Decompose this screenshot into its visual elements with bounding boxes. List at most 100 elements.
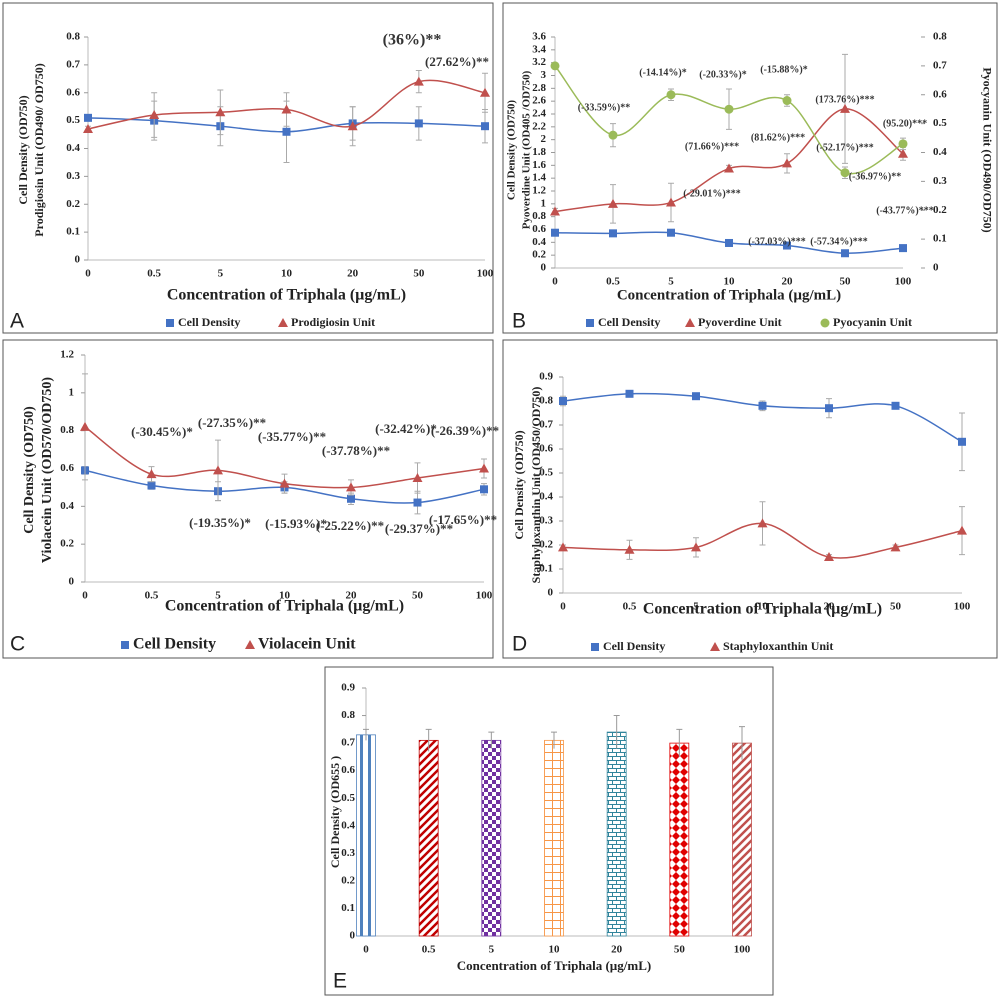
- bar: [418, 739, 439, 937]
- y-tick-label: 0.7: [539, 419, 553, 431]
- y-tick-label: 0: [69, 576, 75, 588]
- y-tick-label: 0.8: [66, 31, 80, 43]
- y-axis-title: Cell Density (OD750): [512, 430, 526, 539]
- annotation: (-32.42%)*: [375, 421, 437, 436]
- y-tick-label: 2.8: [532, 82, 546, 94]
- y-tick-label: 0.6: [341, 764, 355, 776]
- legend-label: Staphyloxanthin Unit: [723, 639, 833, 653]
- y-tick-label: 0.2: [60, 538, 74, 550]
- point: [724, 104, 734, 114]
- annotation: (-17.65%)**: [429, 512, 497, 527]
- y-tick-label: 0: [541, 262, 547, 274]
- x-tick-label: 10: [281, 268, 293, 280]
- legend-marker: [586, 319, 594, 327]
- point: [480, 485, 488, 494]
- y-axis-title: Cell Density (OD750): [16, 95, 30, 204]
- y-tick-label: 0.1: [66, 226, 80, 238]
- bar: [356, 734, 376, 937]
- point: [83, 123, 93, 133]
- y-tick-label: 2.2: [532, 120, 546, 132]
- panel-frame: [324, 666, 774, 996]
- legend-label: Cell Density: [178, 315, 240, 329]
- point: [84, 113, 92, 122]
- point: [958, 437, 966, 446]
- x-tick-label: 10: [757, 601, 769, 613]
- annotation: (-19.35%)*: [189, 515, 251, 530]
- y-tick-label: 0.4: [66, 142, 80, 154]
- error-bar: [488, 731, 495, 749]
- point: [624, 544, 635, 554]
- y-tick-label: 0.8: [532, 210, 546, 222]
- point: [347, 494, 355, 503]
- point: [783, 241, 791, 250]
- x-tick-label: 0: [82, 590, 88, 602]
- y-tick-label: 0: [548, 587, 554, 599]
- x-tick-label: 50: [890, 601, 902, 613]
- point: [625, 389, 634, 398]
- legend-label: Cell Density: [603, 639, 665, 653]
- x-tick-label: 100: [476, 590, 493, 602]
- y-tick-label: 0.3: [539, 515, 553, 527]
- annotation: (-15.88%)*: [760, 64, 808, 75]
- point: [840, 168, 850, 178]
- annotation: (71.66%)***: [685, 141, 739, 152]
- y2-tick-label: 0.8: [933, 31, 947, 43]
- point: [841, 249, 849, 258]
- panel-frame: [502, 2, 998, 334]
- point: [691, 542, 701, 552]
- x-tick-label: 20: [346, 590, 358, 602]
- x-axis-title: Concentration of Triphala (µg/mL): [165, 598, 404, 615]
- y-tick-label: 0.6: [60, 462, 74, 474]
- point: [412, 472, 423, 482]
- point: [891, 401, 900, 410]
- error-bar: [739, 726, 745, 760]
- x-tick-label: 50: [413, 268, 425, 280]
- annotation: (-27.35%)**: [198, 415, 266, 430]
- panel-label: C: [10, 633, 25, 656]
- x-tick-label: 0: [552, 276, 558, 288]
- x-tick-label: 0.5: [623, 601, 637, 613]
- point: [282, 127, 291, 136]
- x-tick-label: 50: [840, 276, 852, 288]
- annotation: (-26.39%)**: [431, 423, 499, 438]
- point: [281, 104, 292, 114]
- y-tick-label: 0: [350, 930, 356, 942]
- point: [757, 518, 768, 528]
- point: [147, 481, 156, 490]
- point: [667, 228, 675, 237]
- x-axis-title: Concentration of Triphala (µg/mL): [457, 958, 651, 973]
- y-tick-label: 0.3: [341, 847, 355, 859]
- y-axis-title: Cell Density (OD655 ): [328, 756, 342, 868]
- bar: [732, 742, 752, 937]
- y2-tick-label: 0.6: [933, 88, 947, 100]
- annotation: (-33.59%)**: [578, 102, 631, 113]
- point: [782, 158, 792, 168]
- point: [724, 163, 734, 173]
- bar: [606, 731, 627, 937]
- annotation: (-14.14%)*: [639, 67, 687, 78]
- y-tick-label: 3.4: [532, 43, 546, 55]
- y-tick-label: 0.6: [532, 223, 546, 235]
- y-axis-title: Cell Density (OD750): [22, 406, 37, 534]
- x-tick-label: 10: [724, 276, 736, 288]
- y-tick-label: 0.5: [66, 114, 80, 126]
- y2-tick-label: 0.5: [933, 117, 947, 129]
- error-bar: [425, 728, 432, 752]
- point: [414, 119, 423, 128]
- point: [479, 463, 489, 473]
- x-tick-label: 100: [734, 944, 751, 956]
- error-bar: [613, 715, 620, 749]
- point: [825, 404, 833, 413]
- y-tick-label: 0.4: [60, 500, 74, 512]
- x-tick-label: 0: [363, 944, 369, 956]
- y-tick-label: 0.8: [539, 395, 553, 407]
- annotation: (-30.45%)*: [131, 424, 193, 439]
- y-tick-label: 0.6: [539, 443, 553, 455]
- x-axis-title: Concentration of Triphala (µg/mL): [167, 287, 406, 304]
- y-tick-label: 0.2: [532, 249, 546, 261]
- legend-label: Cell Density: [598, 315, 660, 329]
- x-tick-label: 5: [218, 268, 224, 280]
- annotation: (-36.97%)**: [849, 171, 902, 182]
- x-tick-label: 100: [954, 601, 971, 613]
- x-tick-label: 20: [824, 601, 836, 613]
